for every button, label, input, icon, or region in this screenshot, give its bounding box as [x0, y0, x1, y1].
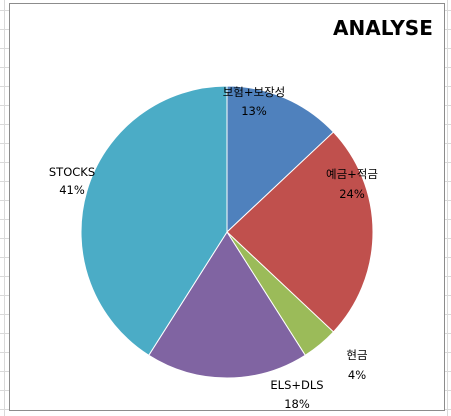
- slice-name-label: ELS+DLS: [270, 378, 323, 392]
- slice-name-label: STOCKS: [49, 165, 95, 179]
- pie-slice-4[interactable]: [80, 85, 228, 356]
- slice-percent-label: 4%: [348, 368, 366, 382]
- pie-data-labels: 보험+보장성 13% 예금+적금 24% 현금 4% ELS+DLS 18% S…: [49, 85, 378, 411]
- slice-label-0: 보험+보장성 13%: [223, 85, 286, 118]
- chart-title: ANALYSE: [333, 16, 433, 40]
- slice-percent-label: 18%: [284, 397, 310, 411]
- pie-slices: [80, 85, 374, 379]
- slice-name-label: 보험+보장성: [223, 85, 286, 99]
- slice-label-1: 예금+적금 24%: [326, 167, 378, 201]
- slice-label-3: ELS+DLS 18%: [270, 378, 323, 411]
- slice-label-4: STOCKS 41%: [49, 165, 95, 197]
- pie-slice-3[interactable]: [148, 231, 306, 379]
- slice-percent-label: 13%: [241, 104, 267, 118]
- slice-name-label: 현금: [346, 348, 367, 362]
- slice-percent-label: 24%: [339, 187, 365, 201]
- pie-slice-0[interactable]: [226, 85, 335, 234]
- slice-label-2: 현금 4%: [346, 348, 367, 382]
- slice-percent-label: 41%: [59, 183, 85, 197]
- slice-name-label: 예금+적금: [326, 167, 378, 181]
- pie-slice-1[interactable]: [226, 131, 374, 333]
